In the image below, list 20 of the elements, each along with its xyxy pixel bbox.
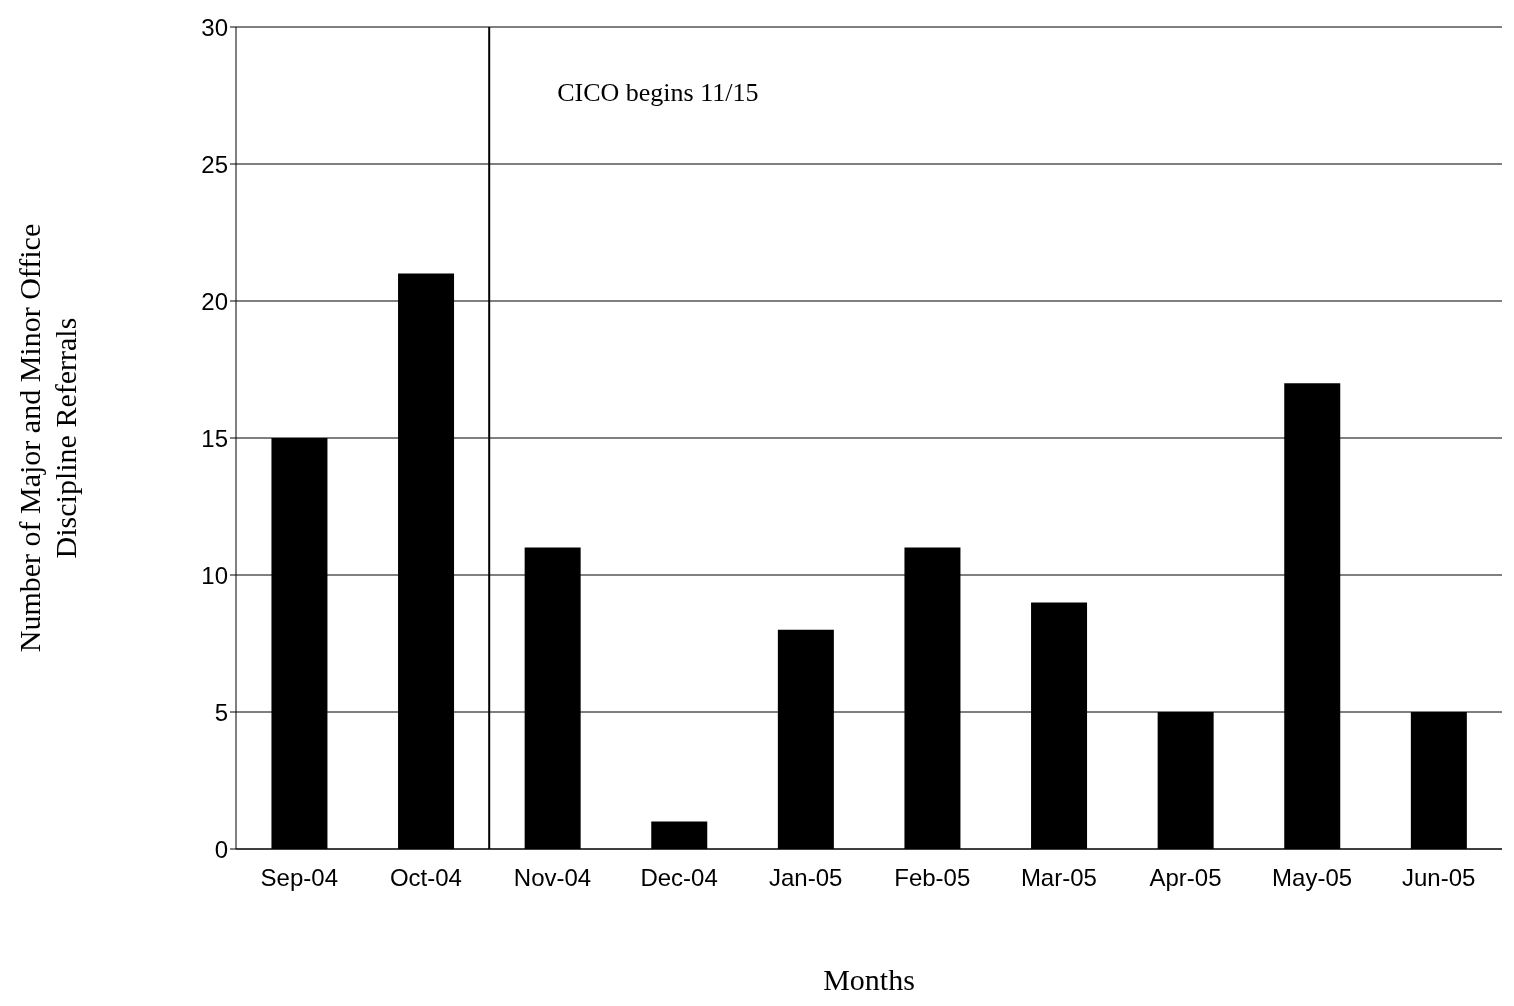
x-tick-label: May-05 <box>1272 864 1353 892</box>
y-axis-title: Number of Major and Minor Office Discipline Referrals <box>13 223 82 653</box>
y-tick-label: 15 <box>201 424 228 452</box>
x-tick-label: Oct-04 <box>389 864 462 892</box>
x-tick-label: Jun-05 <box>1402 864 1476 892</box>
y-tick-label: 0 <box>214 835 228 863</box>
x-tick-label: Jan-05 <box>769 864 843 892</box>
x-tick-label: Sep-04 <box>260 864 338 892</box>
y-tick-label: 5 <box>214 698 228 726</box>
x-tick-label: Dec-04 <box>640 864 718 892</box>
x-tick-label: Feb-05 <box>894 864 971 892</box>
y-tick-label: 10 <box>201 561 228 589</box>
y-tick-label: 30 <box>201 13 228 41</box>
y-tick-label: 20 <box>201 287 228 315</box>
ref-line-label: CICO begins 11/15 <box>557 78 759 107</box>
x-tick-label: Apr-05 <box>1149 864 1222 892</box>
x-tick-label: Nov-04 <box>513 864 592 892</box>
x-tick-label: Mar-05 <box>1020 864 1097 892</box>
x-axis-title: Months <box>823 963 915 996</box>
y-tick-label: 25 <box>201 150 228 178</box>
